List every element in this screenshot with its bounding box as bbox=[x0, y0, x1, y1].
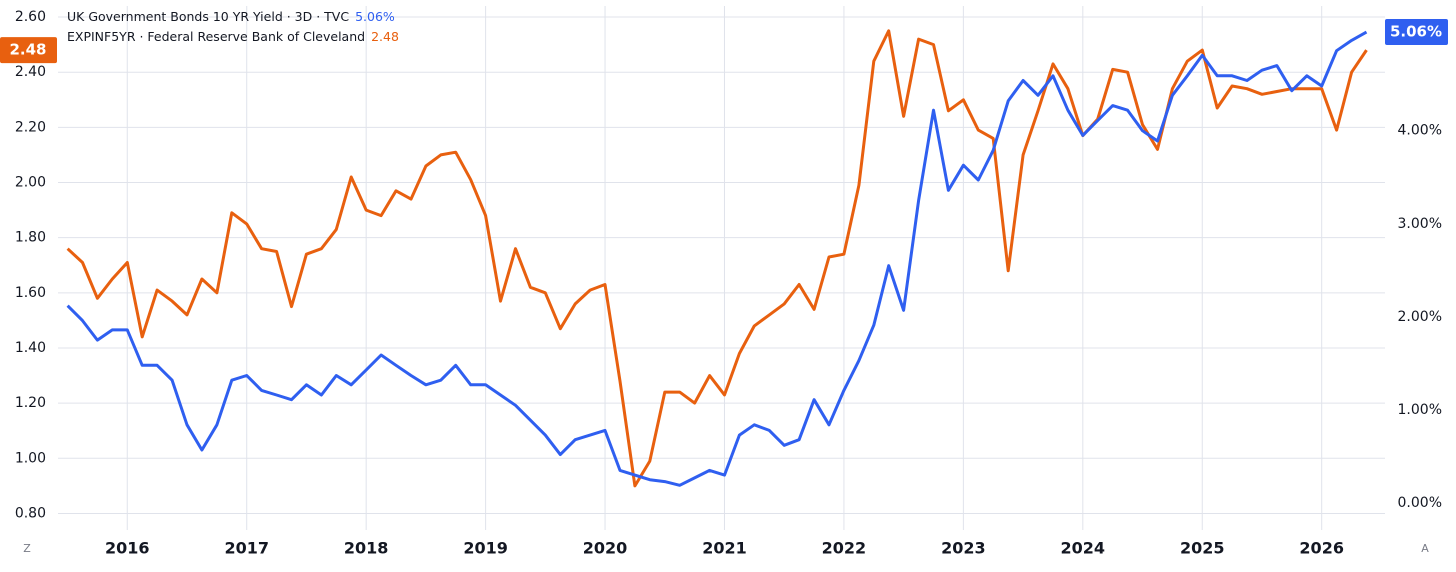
legend-name: UK Government Bonds 10 YR Yield · 3D · T… bbox=[67, 9, 349, 24]
auto-button[interactable]: A bbox=[1421, 542, 1429, 555]
y-tick-label: 2.60 bbox=[15, 9, 46, 25]
x-tick-label: 2019 bbox=[463, 539, 508, 558]
y-tick-label: 1.40 bbox=[15, 340, 46, 356]
legend-name: EXPINF5YR · Federal Reserve Bank of Clev… bbox=[67, 29, 365, 44]
y2-tick-label: 1.00% bbox=[1398, 402, 1442, 418]
value-badge bbox=[1385, 19, 1448, 46]
x-tick-label: 2025 bbox=[1180, 539, 1225, 558]
y2-tick-label: 3.00% bbox=[1398, 216, 1442, 232]
x-tick-label: 2026 bbox=[1299, 539, 1344, 558]
legend-entry: UK Government Bonds 10 YR Yield · 3D · T… bbox=[67, 9, 395, 24]
y-tick-label: 2.20 bbox=[15, 119, 46, 135]
legend-entry: EXPINF5YR · Federal Reserve Bank of Clev… bbox=[67, 29, 399, 44]
y2-tick-label: 0.00% bbox=[1398, 495, 1442, 511]
y-tick-label: 2.00 bbox=[15, 175, 46, 191]
plot bbox=[66, 29, 1368, 488]
value-badge-label: 5.06% bbox=[1390, 23, 1442, 41]
y-tick-label: 0.80 bbox=[15, 505, 46, 521]
series-line bbox=[66, 30, 1368, 487]
y-tick-label: 1.20 bbox=[15, 395, 46, 411]
y-tick-label: 1.80 bbox=[15, 230, 46, 246]
y-tick-label: 1.00 bbox=[15, 450, 46, 466]
legend-value: 5.06% bbox=[355, 9, 395, 24]
value-badge-label: 2.48 bbox=[9, 41, 46, 59]
x-tick-label: 2021 bbox=[702, 539, 747, 558]
x-tick-label: 2020 bbox=[583, 539, 628, 558]
y2-tick-label: 4.00% bbox=[1398, 123, 1442, 139]
y-tick-label: 1.60 bbox=[15, 285, 46, 301]
x-tick-label: 2022 bbox=[822, 539, 867, 558]
y2-tick-label: 2.00% bbox=[1398, 309, 1442, 325]
x-tick-label: 2018 bbox=[344, 539, 389, 558]
x-tick-label: 2023 bbox=[941, 539, 986, 558]
grid bbox=[58, 6, 1385, 530]
value-badge bbox=[0, 37, 57, 64]
x-tick-label: 2016 bbox=[105, 539, 150, 558]
x-tick-label: 2024 bbox=[1061, 539, 1106, 558]
y-tick-label: 2.40 bbox=[15, 64, 46, 80]
x-tick-label: 2017 bbox=[224, 539, 269, 558]
log-button[interactable]: Z bbox=[23, 542, 31, 555]
labels: 0.80 1.00 1.20 1.40 1.60 1.80 2.00 2.20 2.40 2.60… bbox=[0, 9, 1448, 558]
legend-value: 2.48 bbox=[371, 29, 399, 44]
